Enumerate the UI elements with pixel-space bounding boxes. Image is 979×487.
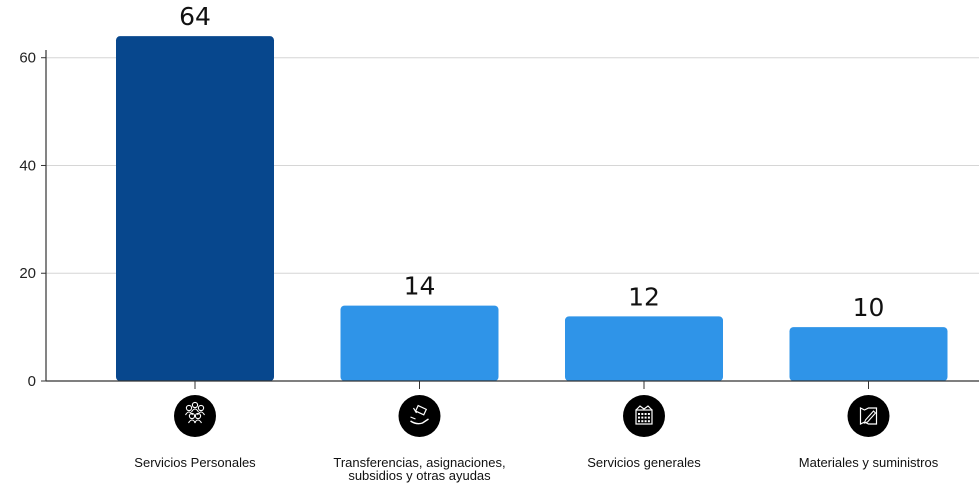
y-tick-label: 0: [28, 373, 36, 390]
data-label: 14: [404, 272, 436, 301]
bar: [116, 36, 274, 381]
bars: 64 14 12 10: [116, 2, 948, 381]
category-labels: Servicios Personales Transferencias, asig…: [134, 455, 938, 483]
bar: [565, 316, 723, 381]
x-tick-label: Servicios Personales: [134, 455, 256, 470]
hand-money-icon: [398, 395, 441, 437]
people-group-icon: [174, 395, 216, 437]
x-axis: [46, 380, 979, 389]
x-tick-label: Transferencias, asignaciones, subsidios y…: [333, 455, 505, 483]
bar: [340, 305, 499, 381]
y-tick-label: 40: [19, 157, 36, 174]
y-tick-label: 60: [19, 50, 36, 67]
y-tick-label: 20: [19, 265, 36, 282]
document-pencil-icon: [847, 395, 890, 437]
data-label: 64: [179, 2, 211, 31]
y-axis: 0 20 40 60: [19, 50, 47, 390]
x-tick-label: Servicios generales: [587, 455, 701, 470]
data-label: 12: [628, 282, 660, 311]
category-icons: [174, 395, 890, 437]
bar: [789, 327, 948, 381]
building-icon: [623, 395, 665, 437]
x-tick-label: Materiales y suministros: [799, 455, 939, 470]
data-label: 10: [853, 293, 885, 322]
